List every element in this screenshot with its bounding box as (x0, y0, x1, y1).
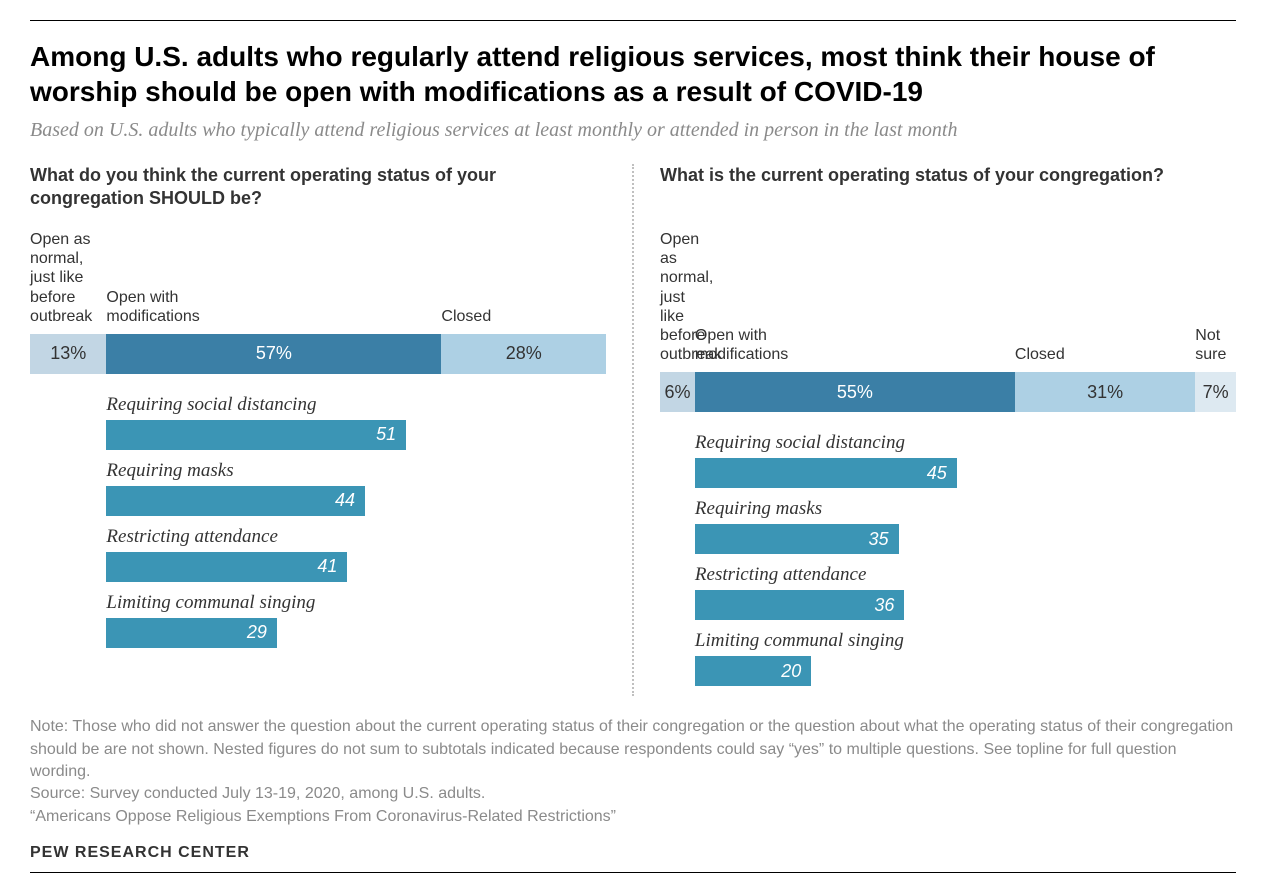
top-rule (30, 20, 1236, 21)
sub-bar-item: Restricting attendance 36 (695, 564, 1236, 620)
sub-bar-item: Limiting communal singing 29 (106, 592, 606, 648)
sub-bar-label: Limiting communal singing (695, 630, 1236, 652)
sub-bar-track: 36 (695, 590, 1236, 620)
category-label: Closed (1015, 345, 1195, 364)
stacked-segment: 13% (30, 334, 106, 374)
chart-subtitle: Based on U.S. adults who typically atten… (30, 119, 1236, 142)
category-label: Notsure (1195, 326, 1236, 364)
sub-bar: 44 (106, 486, 365, 516)
left-question: What do you think the current operating … (30, 164, 606, 212)
columns-wrap: What do you think the current operating … (30, 164, 1236, 696)
category-label: Closed (441, 307, 606, 326)
right-question: What is the current operating status of … (660, 164, 1236, 212)
sub-bar-item: Requiring masks 44 (106, 460, 606, 516)
sub-bar: 20 (695, 656, 811, 686)
sub-bar-item: Requiring masks 35 (695, 498, 1236, 554)
right-stacked-bar: 6%55%31%7% (660, 372, 1236, 412)
sub-bar-label: Restricting attendance (695, 564, 1236, 586)
left-cat-labels: Open as normal,just like before outbreak… (30, 230, 606, 326)
sub-bar-track: 20 (695, 656, 1236, 686)
stacked-segment: 57% (106, 334, 441, 374)
stacked-segment: 28% (441, 334, 606, 374)
sub-bar-track: 29 (106, 618, 606, 648)
note-text: Note: Those who did not answer the quest… (30, 716, 1236, 783)
notes: Note: Those who did not answer the quest… (30, 716, 1236, 828)
right-cat-labels: Open as normal,just like before outbreak… (660, 230, 1236, 364)
sub-bar-track: 51 (106, 420, 606, 450)
stacked-segment: 6% (660, 372, 695, 412)
right-sub-bars: Requiring social distancing 45 Requiring m… (660, 432, 1236, 686)
sub-bar-label: Restricting attendance (106, 526, 606, 548)
sub-bar: 29 (106, 618, 276, 648)
sub-bar-track: 44 (106, 486, 606, 516)
sub-bar: 45 (695, 458, 957, 488)
sub-bar-track: 45 (695, 458, 1236, 488)
sub-bar-track: 35 (695, 524, 1236, 554)
sub-bar-item: Requiring social distancing 51 (106, 394, 606, 450)
sub-bar-label: Requiring social distancing (106, 394, 606, 416)
left-sub-bars: Requiring social distancing 51 Requiring m… (30, 394, 606, 648)
source-text: Source: Survey conducted July 13-19, 202… (30, 783, 1236, 805)
stacked-segment: 7% (1195, 372, 1236, 412)
sub-bar-label: Requiring masks (695, 498, 1236, 520)
sub-bar: 41 (106, 552, 347, 582)
sub-bar-label: Requiring social distancing (695, 432, 1236, 454)
column-divider (632, 164, 634, 696)
sub-bar-item: Restricting attendance 41 (106, 526, 606, 582)
sub-bar-label: Requiring masks (106, 460, 606, 482)
left-column: What do you think the current operating … (30, 164, 626, 696)
brand-footer: PEW RESEARCH CENTER (30, 844, 1236, 862)
sub-bar-item: Requiring social distancing 45 (695, 432, 1236, 488)
category-label: Open as normal,just like before outbreak (30, 230, 106, 326)
sub-bar-item: Limiting communal singing 20 (695, 630, 1236, 686)
chart-title: Among U.S. adults who regularly attend r… (30, 39, 1236, 109)
left-stacked-bar: 13%57%28% (30, 334, 606, 374)
category-label: Open withmodifications (106, 288, 441, 326)
category-label: Open withmodifications (695, 326, 1015, 364)
category-label: Open as normal,just like before outbreak (660, 230, 695, 364)
report-title-text: “Americans Oppose Religious Exemptions F… (30, 806, 1236, 828)
stacked-segment: 55% (695, 372, 1015, 412)
stacked-segment: 31% (1015, 372, 1195, 412)
sub-bar-label: Limiting communal singing (106, 592, 606, 614)
sub-bar: 51 (106, 420, 406, 450)
sub-bar: 36 (695, 590, 904, 620)
sub-bar-track: 41 (106, 552, 606, 582)
sub-bar: 35 (695, 524, 899, 554)
right-column: What is the current operating status of … (640, 164, 1236, 696)
